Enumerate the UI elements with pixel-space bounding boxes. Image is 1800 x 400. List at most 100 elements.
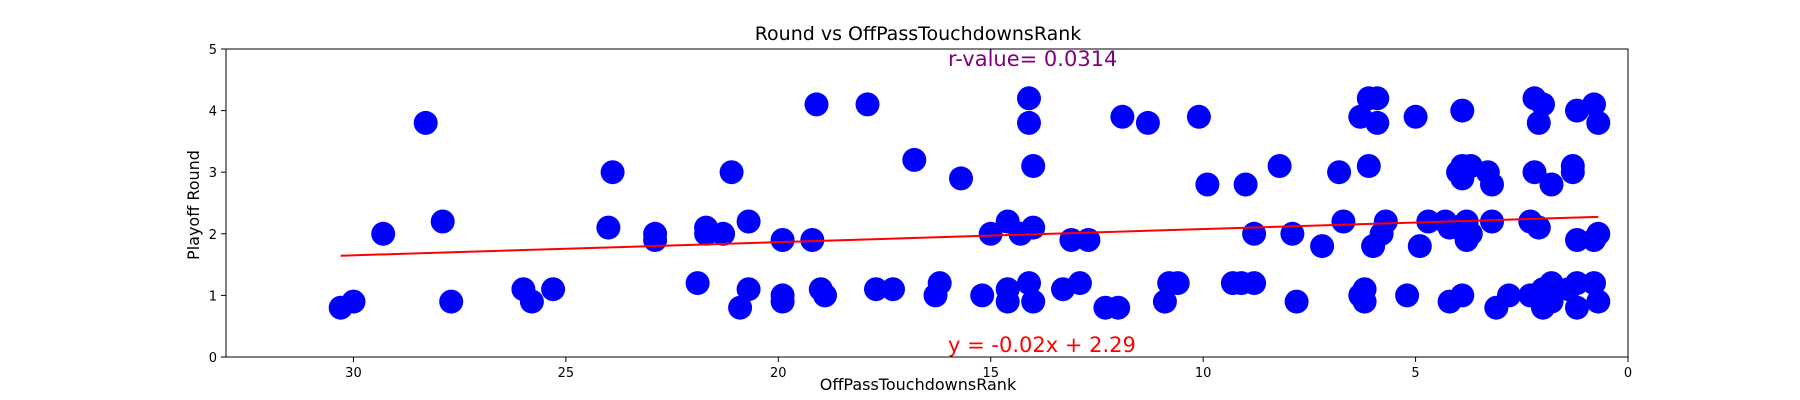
data-point	[1586, 221, 1611, 246]
data-point	[1565, 228, 1589, 252]
data-point	[1526, 215, 1551, 240]
data-point	[902, 147, 927, 172]
x-tick-label: 0	[1624, 366, 1632, 381]
x-tick-label: 20	[770, 366, 787, 381]
data-point	[813, 283, 837, 308]
data-point	[341, 289, 366, 314]
data-point	[1395, 283, 1420, 308]
y-axis-label: Playoff Round	[184, 150, 203, 260]
data-point	[1186, 104, 1211, 129]
data-point	[1365, 110, 1390, 135]
data-point	[1017, 86, 1041, 111]
data-point	[643, 228, 668, 252]
data-point	[1267, 154, 1292, 178]
data-point	[1233, 172, 1258, 197]
data-point	[1582, 92, 1606, 117]
data-point	[1021, 289, 1046, 314]
data-point	[1450, 283, 1475, 308]
data-point	[949, 166, 973, 191]
plot-frame	[225, 48, 1629, 358]
data-point	[864, 277, 888, 302]
data-point	[881, 277, 905, 302]
data-point	[1165, 271, 1190, 296]
y-tick-label: 1	[209, 289, 217, 304]
x-tick-label: 25	[558, 366, 575, 381]
data-point	[1017, 271, 1041, 296]
data-point	[995, 289, 1020, 314]
x-tick-label: 10	[1195, 366, 1212, 381]
data-point	[1407, 234, 1432, 259]
data-point	[1522, 160, 1547, 185]
data-point	[1373, 209, 1398, 234]
data-point	[1067, 271, 1092, 296]
regression-line	[340, 215, 1599, 257]
chart-title: Round vs OffPassTouchdownsRank	[755, 23, 1082, 45]
data-point	[596, 215, 621, 240]
data-point	[804, 92, 829, 117]
data-point	[694, 221, 719, 246]
data-point	[728, 295, 753, 320]
data-point	[1076, 228, 1101, 252]
data-point	[1565, 271, 1589, 296]
data-point	[439, 289, 464, 314]
data-point	[1539, 289, 1564, 314]
r-value-annotation: r-value= 0.0314	[948, 47, 1117, 71]
data-point	[1242, 221, 1267, 246]
data-point	[1480, 209, 1504, 234]
y-tick-label: 4	[209, 105, 217, 120]
data-point	[800, 228, 825, 252]
data-point	[1242, 271, 1267, 296]
data-point	[1331, 209, 1356, 234]
data-point	[978, 221, 1003, 246]
data-point	[1582, 271, 1606, 296]
data-point	[1365, 86, 1390, 111]
regression-equation-annotation: y = -0.02x + 2.29	[948, 333, 1136, 357]
data-point	[1195, 172, 1220, 197]
y-tick-label: 5	[209, 43, 217, 58]
data-point	[736, 209, 761, 234]
data-point	[1280, 221, 1305, 246]
y-tick-label: 2	[209, 228, 217, 243]
data-point	[519, 289, 544, 314]
data-point	[1565, 295, 1589, 320]
data-point	[1480, 172, 1504, 197]
data-point	[970, 283, 995, 308]
data-point	[371, 221, 396, 246]
x-tick-label: 5	[1411, 366, 1419, 381]
data-point	[1560, 160, 1585, 185]
data-point	[1531, 92, 1555, 117]
data-point	[855, 92, 880, 117]
data-point	[685, 271, 710, 296]
data-point	[1021, 215, 1046, 240]
y-tick-label: 0	[209, 351, 217, 366]
data-point	[1403, 104, 1428, 129]
data-point	[1458, 221, 1483, 246]
data-point	[1152, 289, 1177, 314]
x-axis-label: OffPassTouchdownsRank	[820, 375, 1017, 394]
data-point	[1526, 110, 1551, 135]
data-point	[1586, 110, 1611, 135]
data-point	[770, 228, 795, 252]
data-point	[430, 209, 455, 234]
data-point	[1110, 104, 1135, 129]
x-tick-label: 15	[982, 366, 999, 381]
data-point	[600, 160, 625, 185]
data-point	[711, 221, 736, 246]
data-point	[1017, 110, 1041, 135]
data-point	[1352, 289, 1377, 314]
data-point	[1135, 110, 1160, 135]
data-point	[1586, 289, 1611, 314]
data-point	[1310, 234, 1335, 259]
data-point	[1356, 154, 1381, 178]
data-point	[1284, 289, 1309, 314]
plot-area: 30 25 20 15 10 5 0 0 1 2 3 4 5	[209, 43, 1632, 381]
data-point	[1497, 283, 1521, 308]
data-point	[1539, 172, 1564, 197]
data-point	[719, 160, 744, 185]
data-point	[1106, 295, 1131, 320]
y-tick-label: 3	[209, 166, 217, 181]
data-point	[541, 277, 566, 302]
data-point	[736, 277, 761, 302]
data-point	[770, 289, 795, 314]
